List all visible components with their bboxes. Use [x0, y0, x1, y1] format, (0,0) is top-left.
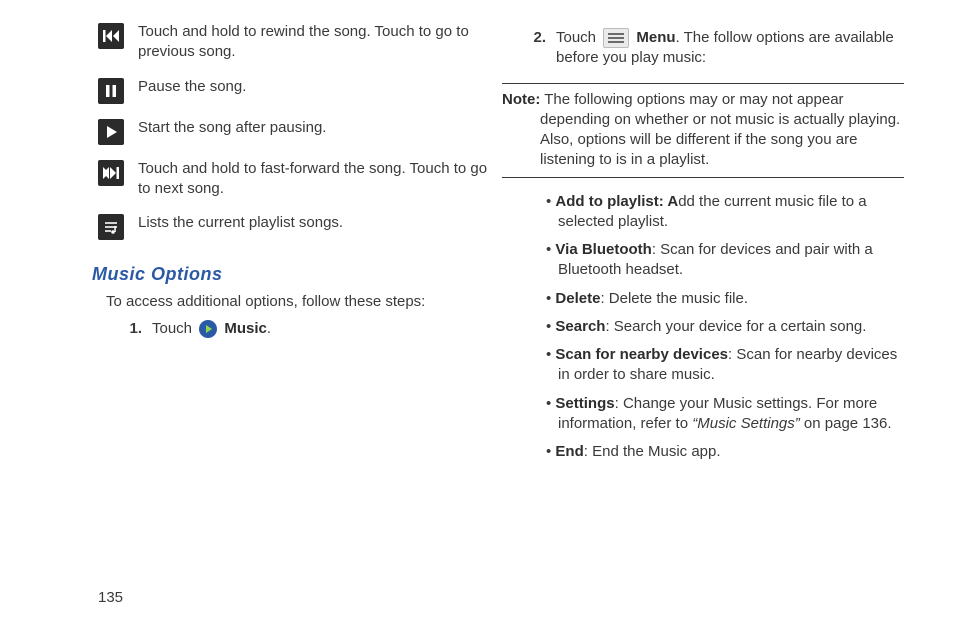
control-text: Touch and hold to rewind the song. Touch…	[138, 22, 488, 63]
steps-list-left: 1. Touch Music.	[110, 319, 488, 339]
step-prefix: Touch	[556, 29, 600, 46]
options-bullet-list: Add to playlist: Add the current music f…	[538, 192, 904, 463]
right-column: 2. Touch Menu. The follow options are av…	[502, 22, 904, 470]
manual-page: Touch and hold to rewind the song. Touch…	[0, 0, 954, 636]
control-text: Lists the current playlist songs.	[138, 213, 488, 233]
control-text: Touch and hold to fast-forward the song.…	[138, 159, 488, 200]
play-icon	[98, 119, 124, 145]
rewind-icon	[98, 23, 124, 49]
intro-text: To access additional options, follow the…	[106, 292, 488, 312]
music-app-icon	[199, 320, 217, 338]
note-text: Note: The following options may or may n…	[502, 90, 904, 171]
step-body: Touch Music.	[152, 319, 271, 339]
bullet-bold: Via Bluetooth	[555, 241, 651, 258]
control-row-pause: Pause the song.	[98, 77, 488, 104]
forward-icon	[98, 160, 124, 186]
step-suffix: .	[267, 320, 271, 337]
playlist-icon	[98, 214, 124, 240]
step-bold: Menu	[636, 29, 675, 46]
control-row-playlist: Lists the current playlist songs.	[98, 213, 488, 240]
bullet-via-bluetooth: Via Bluetooth: Scan for devices and pair…	[538, 240, 904, 281]
bullet-bold: Add to playlist: A	[555, 193, 678, 210]
bullet-bold: Scan for nearby devices	[555, 346, 728, 363]
bullet-bold: End	[555, 443, 583, 460]
control-text: Start the song after pausing.	[138, 118, 488, 138]
note-block: Note: The following options may or may n…	[502, 83, 904, 178]
step-1: 1. Touch Music.	[110, 319, 488, 339]
page-number: 135	[98, 588, 123, 608]
bullet-end: End: End the Music app.	[538, 442, 904, 462]
bullet-delete: Delete: Delete the music file.	[538, 289, 904, 309]
menu-icon	[603, 28, 629, 48]
steps-list-right: 2. Touch Menu. The follow options are av…	[514, 28, 904, 69]
step-number: 1.	[110, 319, 142, 339]
step-body: Touch Menu. The follow options are avail…	[556, 28, 904, 69]
pause-icon	[98, 78, 124, 104]
bullet-rest: : End the Music app.	[584, 443, 721, 460]
bullet-add-to-playlist: Add to playlist: Add the current music f…	[538, 192, 904, 233]
control-row-play: Start the song after pausing.	[98, 118, 488, 145]
music-options-heading: Music Options	[92, 262, 488, 286]
control-text: Pause the song.	[138, 77, 488, 97]
step-prefix: Touch	[152, 320, 196, 337]
bullet-tail: on page 136.	[800, 415, 892, 432]
bullet-italic: “Music Settings”	[692, 415, 800, 432]
step-2: 2. Touch Menu. The follow options are av…	[514, 28, 904, 69]
left-column: Touch and hold to rewind the song. Touch…	[98, 22, 488, 347]
note-body: The following options may or may not app…	[540, 91, 900, 169]
bullet-bold: Delete	[555, 290, 600, 307]
bullet-scan-nearby: Scan for nearby devices: Scan for nearby…	[538, 345, 904, 386]
bullet-bold: Search	[555, 318, 605, 335]
step-number: 2.	[514, 28, 546, 48]
bullet-rest: : Delete the music file.	[600, 290, 748, 307]
bullet-settings: Settings: Change your Music settings. Fo…	[538, 394, 904, 435]
bullet-search: Search: Search your device for a certain…	[538, 317, 904, 337]
note-label: Note:	[502, 91, 540, 108]
control-row-forward: Touch and hold to fast-forward the song.…	[98, 159, 488, 200]
control-row-rewind: Touch and hold to rewind the song. Touch…	[98, 22, 488, 63]
bullet-bold: Settings	[555, 395, 614, 412]
step-bold: Music	[224, 320, 267, 337]
bullet-rest: : Search your device for a certain song.	[605, 318, 866, 335]
